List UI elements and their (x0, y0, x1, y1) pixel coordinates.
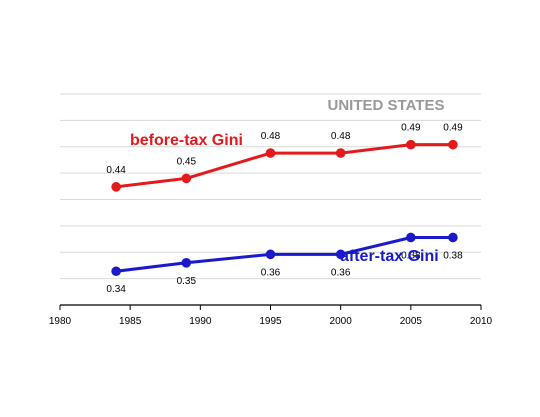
data-label: 0.36 (261, 267, 281, 278)
data-point (406, 232, 416, 243)
data-label: 0.38 (443, 250, 463, 261)
x-tick-label: 2005 (400, 316, 423, 327)
gridlines (60, 93, 481, 280)
data-label: 0.38 (401, 250, 421, 261)
series-after-tax: 0.34 0.35 0.36 0.36 0.38 0.38 (106, 232, 463, 295)
data-point (181, 258, 192, 268)
x-tick-label: 1990 (189, 316, 212, 327)
data-point (335, 148, 346, 158)
data-point (265, 249, 276, 260)
data-label: 0.34 (106, 284, 126, 295)
data-label: 0.45 (177, 156, 197, 167)
data-label: 0.35 (177, 276, 197, 287)
chart-title: UNITED STATES (328, 97, 445, 114)
data-point (265, 148, 276, 158)
series-line (115, 235, 453, 273)
data-label: 0.49 (443, 123, 463, 134)
x-tick-label: 1985 (119, 316, 142, 327)
x-tick-label: 1995 (259, 316, 282, 327)
data-point (335, 249, 346, 260)
x-tick-label: 2000 (330, 316, 353, 327)
series-name-after-tax: after-tax Gini (340, 248, 439, 265)
data-label: 0.49 (401, 123, 421, 134)
series-line (115, 143, 453, 189)
data-point (181, 173, 192, 184)
data-point (448, 232, 458, 243)
x-axis-ticks: 1980 1985 1990 1995 2000 2005 2010 (49, 305, 493, 327)
data-label: 0.48 (261, 131, 281, 142)
series-layer: 0.44 0.45 0.48 0.48 0.49 0.49 0.34 0.35 0.36 0.36… (106, 123, 463, 296)
data-point (111, 182, 121, 192)
data-label: 0.44 (106, 165, 126, 176)
series-name-before-tax: before-tax Gini (130, 132, 243, 149)
series-before-tax: 0.44 0.45 0.48 0.48 0.49 0.49 (106, 123, 463, 192)
data-label: 0.36 (331, 267, 351, 278)
x-tick-label: 2010 (470, 316, 493, 327)
data-point (448, 139, 458, 150)
data-point (111, 266, 121, 277)
data-label: 0.48 (331, 131, 351, 142)
data-point (406, 139, 416, 150)
x-tick-label: 1980 (49, 316, 72, 327)
